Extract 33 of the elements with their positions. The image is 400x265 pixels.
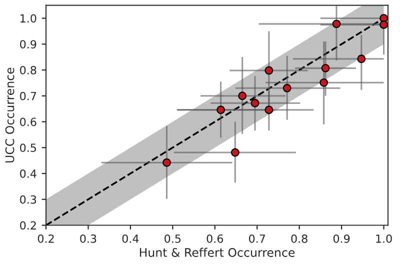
point — [357, 54, 366, 64]
x-tick-label: 0.3 — [80, 234, 96, 243]
point — [320, 78, 328, 87]
point — [380, 20, 388, 29]
point — [230, 148, 240, 157]
y-tick-label: 0.8 — [20, 66, 36, 74]
x-tick-label: 0.7 — [249, 234, 265, 243]
x-tick-label: 1.0 — [376, 234, 392, 243]
point — [264, 106, 274, 114]
y-tick-label: 0.3 — [20, 195, 36, 204]
point — [264, 66, 274, 75]
y-tick-label: 0.9 — [20, 40, 36, 48]
point — [332, 20, 341, 28]
x-tick-label: 0.2 — [38, 234, 54, 243]
point — [250, 98, 260, 108]
x-tick-label: 0.6 — [206, 234, 224, 243]
y-tick-label: 0.2 — [20, 221, 36, 230]
point — [282, 84, 292, 92]
y-tick-label: 0.6 — [20, 118, 36, 126]
y-tick-label: 0.7 — [20, 92, 36, 100]
x-tick-label: 0.8 — [291, 234, 308, 243]
x-axis-title: Hunt & Reffert Occurrence — [140, 248, 295, 257]
y-axis-title: UCC Occurrence — [5, 68, 14, 162]
x-tick-label: 0.5 — [164, 234, 181, 243]
point — [238, 92, 247, 100]
y-tick-label: 0.4 — [20, 169, 36, 178]
point — [321, 64, 330, 72]
point — [162, 158, 171, 167]
x-tick-label: 0.4 — [122, 234, 139, 243]
x-tick-label: 0.9 — [333, 234, 350, 243]
point — [216, 106, 226, 114]
y-tick-label: 0.5 — [20, 144, 36, 152]
y-tick-label: 1.0 — [20, 14, 36, 23]
